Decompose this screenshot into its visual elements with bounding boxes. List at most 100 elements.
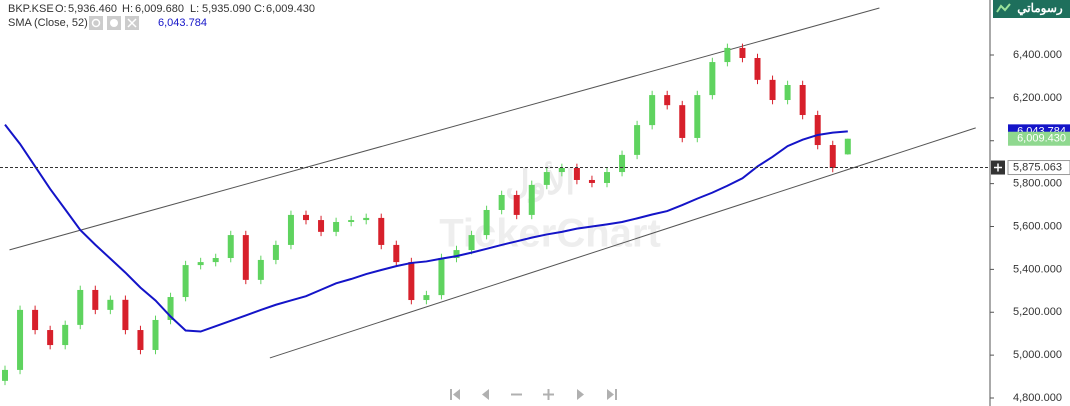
sma-name: SMA bbox=[8, 17, 33, 29]
logo[interactable]: رسوماتي bbox=[1017, 1, 1063, 16]
candle-body bbox=[649, 95, 656, 126]
candle-body bbox=[333, 221, 340, 232]
field-label: H: bbox=[122, 3, 133, 15]
candle-body bbox=[724, 47, 731, 63]
candle-body bbox=[769, 79, 776, 101]
y-tick-label: 5,000.000 bbox=[1013, 349, 1062, 361]
nav-last[interactable] bbox=[615, 389, 617, 400]
field-value: 5,935.090 bbox=[202, 3, 251, 15]
candle-body bbox=[2, 369, 8, 381]
logo-box[interactable] bbox=[993, 0, 1070, 18]
nav-first[interactable] bbox=[450, 389, 452, 400]
candle-body bbox=[799, 85, 806, 116]
crosshair-plus bbox=[994, 163, 1002, 172]
candle-body bbox=[47, 330, 54, 346]
candle-body bbox=[32, 309, 39, 331]
candle-body bbox=[107, 299, 114, 310]
candle-body bbox=[573, 167, 580, 180]
candle-body bbox=[498, 194, 505, 210]
field-label: L: bbox=[190, 3, 199, 15]
candle-body bbox=[513, 194, 520, 215]
candle-body bbox=[348, 220, 355, 222]
candle-body bbox=[393, 244, 400, 263]
candle-body bbox=[619, 154, 626, 173]
candle-body bbox=[363, 217, 370, 221]
candle-body bbox=[77, 289, 84, 325]
symbol: BKP.KSE bbox=[8, 3, 54, 15]
candle-body bbox=[739, 47, 746, 58]
nav-last-arrow[interactable] bbox=[607, 389, 614, 400]
candle-body bbox=[844, 138, 851, 155]
candle-body bbox=[197, 262, 204, 266]
candle-body bbox=[453, 250, 460, 259]
y-tick-label: 6,400.000 bbox=[1013, 49, 1062, 61]
candle-body bbox=[694, 95, 701, 138]
field-value: 5,936.460 bbox=[68, 3, 117, 15]
candle-body bbox=[558, 167, 565, 173]
candle-body bbox=[423, 295, 430, 301]
candle-body bbox=[634, 125, 641, 155]
candle-body bbox=[483, 209, 490, 236]
y-tick-label: 5,800.000 bbox=[1013, 178, 1062, 190]
candle-body bbox=[17, 309, 24, 370]
candle-body bbox=[408, 262, 415, 301]
field-label: C: bbox=[254, 3, 265, 15]
sma-line bbox=[4, 124, 848, 333]
candle-body bbox=[588, 179, 595, 183]
candle-body bbox=[272, 244, 279, 260]
toggle-visibility[interactable] bbox=[89, 16, 103, 30]
nav-first-arrow[interactable] bbox=[453, 389, 460, 400]
field-value: 6,009.680 bbox=[135, 3, 184, 15]
nav-zoom-out[interactable] bbox=[511, 393, 522, 396]
sma-params: (Close, 52) bbox=[34, 17, 88, 29]
candle-body bbox=[438, 258, 445, 296]
y-tick-label: 5,400.000 bbox=[1013, 263, 1062, 275]
candle-body bbox=[378, 217, 385, 245]
gear-icon bbox=[110, 19, 118, 27]
trend-line bbox=[9, 7, 880, 251]
candle-body bbox=[242, 235, 249, 280]
candle-body bbox=[287, 214, 294, 245]
candle-body bbox=[318, 220, 325, 232]
candle-body bbox=[709, 62, 716, 96]
candle-body bbox=[62, 324, 69, 346]
trend-line bbox=[269, 127, 976, 359]
candle-body bbox=[829, 145, 836, 168]
y-tick-label: 5,200.000 bbox=[1013, 306, 1062, 318]
field-label: O: bbox=[55, 3, 67, 15]
crosshair-label: 5,875.063 bbox=[1013, 161, 1062, 173]
candle-body bbox=[257, 259, 264, 280]
nav-zoom-in-v[interactable] bbox=[547, 389, 550, 400]
candle-body bbox=[137, 330, 144, 350]
candle-body bbox=[92, 289, 99, 310]
candle-body bbox=[604, 172, 610, 183]
plot-area bbox=[2, 7, 976, 386]
candle-body bbox=[679, 105, 686, 138]
candle-body bbox=[303, 214, 309, 221]
y-tick-label: 5,600.000 bbox=[1013, 220, 1062, 232]
candle-body bbox=[543, 172, 550, 185]
candle-body bbox=[814, 115, 821, 146]
nav-next[interactable] bbox=[577, 389, 584, 400]
candle-body bbox=[167, 297, 174, 320]
nav-prev[interactable] bbox=[482, 389, 489, 400]
y-tick-label: 4,800.000 bbox=[1013, 392, 1062, 404]
candle-body bbox=[784, 85, 791, 101]
crosshair-label-box bbox=[1007, 160, 1070, 176]
logo-icon bbox=[996, 3, 1011, 13]
candle-body bbox=[528, 184, 535, 215]
candle-body bbox=[152, 319, 159, 350]
field-value: 6,009.430 bbox=[266, 3, 315, 15]
candle-body bbox=[212, 258, 219, 263]
candle-body bbox=[227, 235, 234, 259]
candle-body bbox=[182, 265, 189, 298]
indicator-icons bbox=[89, 16, 139, 30]
candle-body bbox=[122, 299, 129, 331]
close-badge-box bbox=[1008, 131, 1070, 146]
close-badge: 6,009.430 bbox=[1017, 133, 1066, 145]
nav-controls bbox=[450, 389, 617, 400]
y-tick-label: 6,200.000 bbox=[1013, 92, 1062, 104]
